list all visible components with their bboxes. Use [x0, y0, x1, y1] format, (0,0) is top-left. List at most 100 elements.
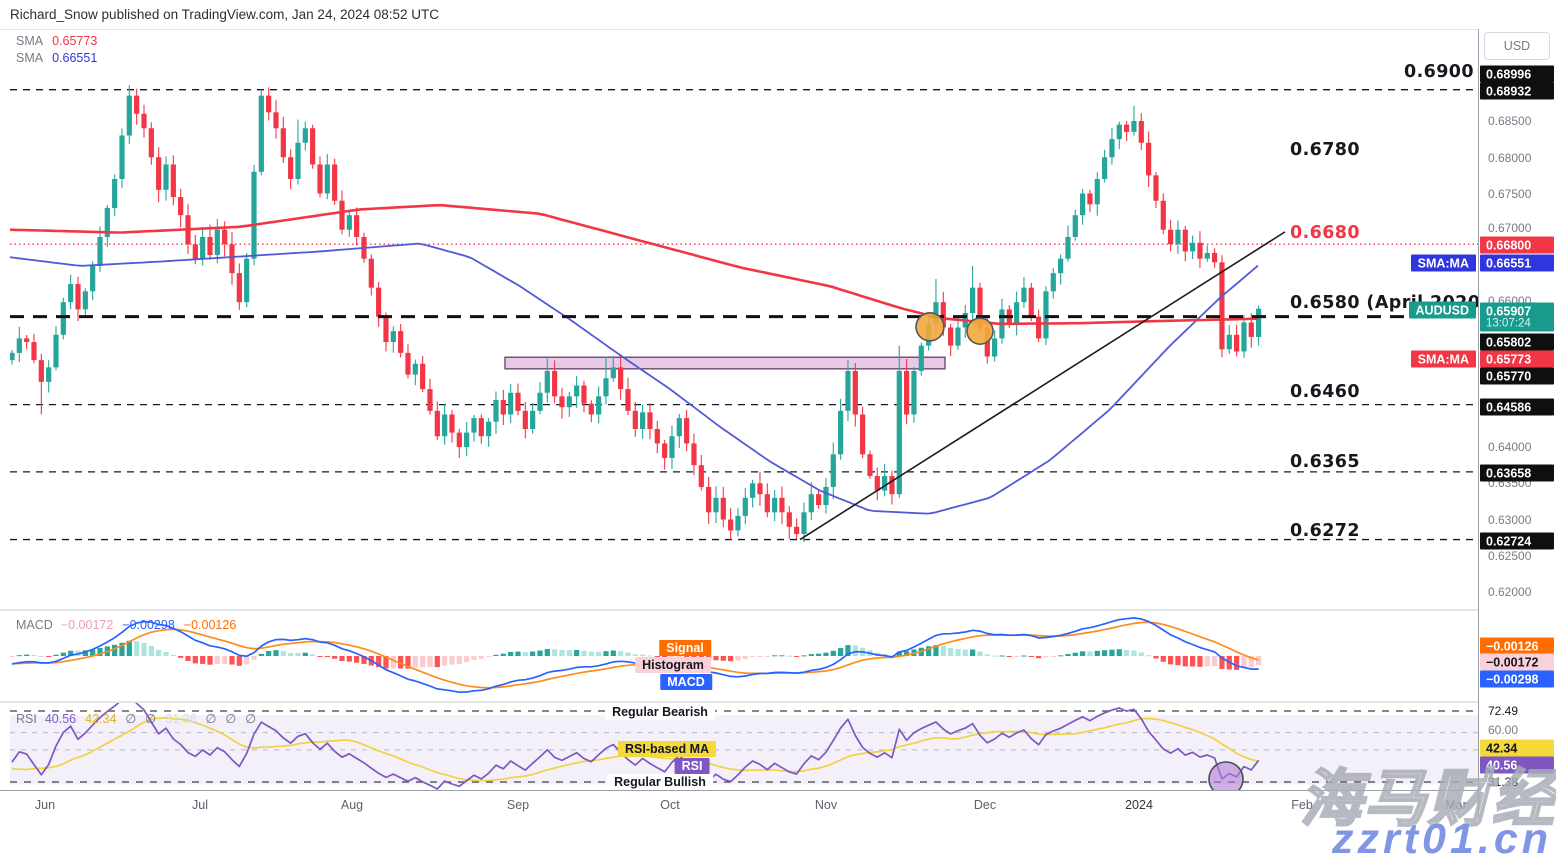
candle-body: [178, 197, 184, 216]
macd-histogram-bar: [1146, 655, 1152, 657]
macd-histogram-bar: [522, 651, 528, 656]
macd-histogram-bar: [10, 656, 15, 657]
macd-histogram-bar: [434, 656, 440, 668]
sma-200-red: [10, 203, 1259, 326]
currency-toggle-button[interactable]: USD: [1484, 32, 1550, 60]
macd-axis-label: −0.00126: [1480, 637, 1554, 655]
indicator-value: ∅: [145, 712, 157, 726]
price-axis[interactable]: [1478, 29, 1556, 818]
macd-histogram-bar: [1058, 655, 1064, 657]
candle-body: [801, 512, 807, 535]
candle-body: [706, 486, 712, 513]
candle-body: [1204, 252, 1210, 259]
macd-histogram-bar: [376, 656, 382, 668]
macd-histogram-bar: [346, 656, 352, 662]
macd-status[interactable]: MACD −0.00172 −0.00298 −0.00126: [16, 618, 245, 632]
indicator-flag-label: Histogram: [635, 657, 711, 673]
macd-histogram-bar: [390, 656, 396, 669]
candle-body: [104, 207, 110, 237]
macd-histogram-bar: [515, 651, 521, 656]
candle-body: [456, 432, 462, 448]
candle-body: [1212, 252, 1218, 263]
time-tick: Mar: [1445, 798, 1467, 812]
time-tick: 2024: [1125, 798, 1153, 812]
candle-body: [10, 352, 15, 361]
candle-body: [860, 414, 866, 455]
macd-histogram-bar: [1219, 656, 1225, 669]
macd-histogram-bar: [999, 655, 1005, 657]
macd-histogram-bar: [280, 651, 286, 656]
time-tick: Jul: [192, 798, 208, 812]
time-axis[interactable]: Jun Jul Aug Sep Oct Nov Dec 2024 Feb Mar: [0, 790, 1478, 820]
indicator-value: ∅: [125, 712, 137, 726]
macd-histogram-bar: [662, 656, 668, 658]
candle-body: [398, 331, 404, 353]
macd-histogram-bar: [295, 652, 301, 656]
candle-body: [1226, 334, 1232, 350]
candle-body: [742, 497, 748, 516]
candle-body: [735, 515, 741, 531]
macd-histogram-bar: [244, 656, 250, 665]
macd-histogram-bar: [1197, 656, 1203, 667]
candle-body: [434, 410, 440, 437]
sma-legend-row[interactable]: SMA 0.66551: [16, 51, 97, 67]
macd-histogram-bar: [471, 656, 477, 660]
sma-legend[interactable]: SMA 0.65773 SMA 0.66551: [16, 34, 97, 68]
candle-body: [508, 392, 514, 415]
macd-histogram-bar: [610, 650, 616, 656]
indicator-value: 31.38: [165, 712, 197, 726]
macd-histogram-bar: [816, 653, 822, 656]
macd-histogram-bar: [962, 649, 968, 656]
macd-histogram-bar: [339, 656, 345, 661]
candle-body: [896, 370, 902, 495]
macd-histogram-bar: [728, 656, 734, 662]
candle-body: [1248, 322, 1254, 337]
sma-legend-row[interactable]: SMA 0.65773: [16, 34, 97, 50]
macd-histogram-bar: [185, 656, 191, 661]
macd-histogram-bar: [794, 656, 800, 657]
macd-histogram-bar: [691, 656, 697, 658]
macd-histogram-bar: [38, 655, 44, 657]
macd-histogram-bar: [1094, 650, 1100, 656]
macd-histogram-bar: [940, 646, 946, 656]
candle-body: [684, 418, 690, 444]
candle-body: [1190, 242, 1196, 252]
macd-histogram-bar: [735, 656, 741, 661]
macd-histogram-bar: [742, 656, 748, 659]
macd-histogram-bar: [1138, 652, 1144, 656]
macd-histogram-bar: [200, 656, 206, 664]
candle-body: [324, 164, 330, 194]
macd-histogram-bar: [1109, 649, 1115, 656]
macd-histogram-bar: [581, 650, 587, 656]
candle-body: [1219, 262, 1225, 350]
price-pane: [10, 85, 1478, 543]
candle-body: [266, 95, 272, 113]
candle-body: [1014, 302, 1020, 324]
candle-body: [46, 367, 52, 382]
candle-body: [478, 418, 484, 437]
sma-legend-value: 0.66551: [52, 51, 98, 65]
price-tick: 0.62000: [1488, 585, 1532, 599]
candle-body: [625, 389, 631, 411]
candle-body: [295, 142, 301, 179]
macd-histogram-bar: [977, 651, 983, 656]
macd-histogram-bar: [970, 649, 976, 656]
indicator-title: MACD: [16, 618, 53, 632]
macd-histogram-bar: [266, 650, 272, 656]
candle-body: [332, 164, 338, 201]
candle-body: [874, 476, 880, 491]
macd-histogram-bar: [178, 656, 184, 658]
candle-body: [141, 113, 147, 129]
macd-histogram-bar: [588, 651, 594, 656]
candle-body: [698, 465, 704, 487]
rsi-status[interactable]: RSI 40.56 42.34 ∅ ∅ 31.38 ∅ ∅ ∅: [16, 711, 265, 726]
retest-highlight-circle: [915, 311, 945, 342]
candle-body: [163, 164, 169, 190]
macd-histogram-bar: [324, 656, 330, 657]
candle-body: [1087, 193, 1093, 205]
macd-histogram-bar: [669, 656, 675, 658]
candle-body: [889, 476, 895, 495]
candle-body: [170, 164, 176, 198]
